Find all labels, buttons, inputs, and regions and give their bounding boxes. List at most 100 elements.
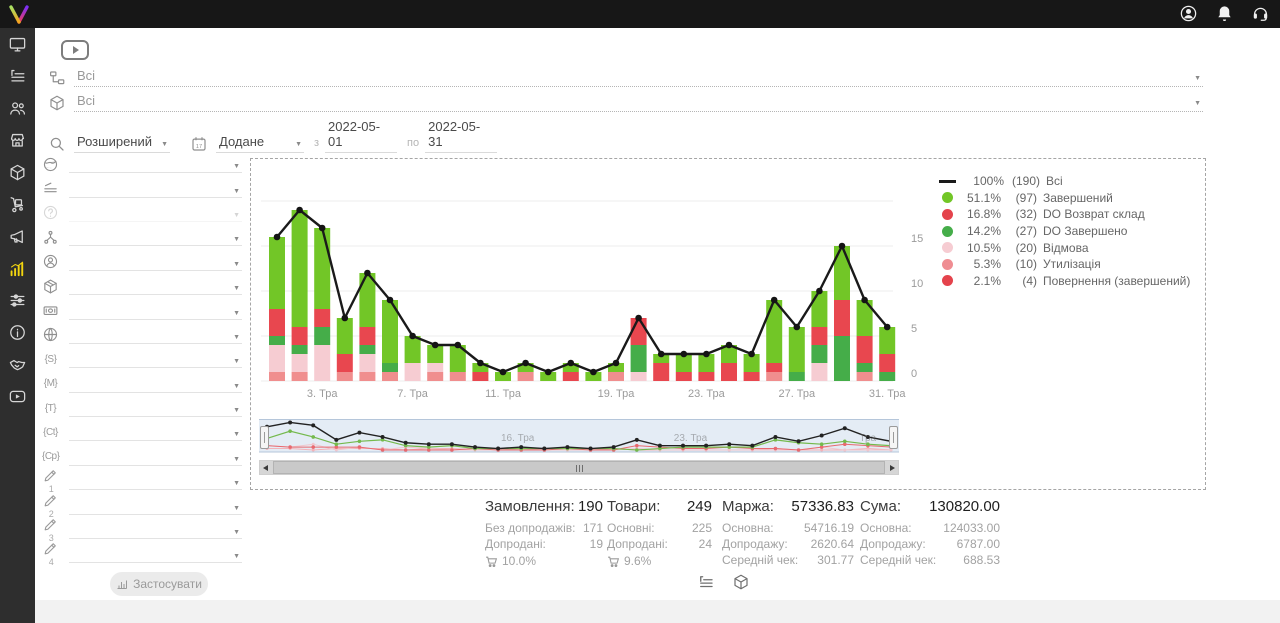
category-value: Всі	[77, 68, 96, 83]
sidebar-item-customers[interactable]	[0, 93, 35, 124]
legend-item[interactable]: 51.1% (97) Завершений	[939, 190, 1201, 207]
scroll-left-arrow-icon[interactable]	[260, 461, 273, 474]
y-axis-tick: 5	[911, 323, 918, 335]
apply-button[interactable]: Застосувати	[110, 572, 208, 596]
navigator-label: 16. Тра	[501, 433, 535, 444]
product-type-select[interactable]: ▼	[69, 277, 242, 296]
legend-item[interactable]: 10.5% (20) Відмова	[939, 239, 1201, 256]
utm-term-icon: {T}	[44, 402, 57, 414]
pencil-icon	[44, 543, 56, 555]
filter-row-custom-3: 3 ▼	[42, 516, 242, 544]
utm-medium-select[interactable]: ▼	[69, 375, 242, 393]
stat-title: Товари:	[607, 498, 661, 515]
products-view-toggle-icon[interactable]	[732, 573, 750, 591]
chevron-down-icon: ▼	[233, 480, 240, 488]
source-select[interactable]: ▼	[69, 155, 242, 174]
monitor-icon	[9, 37, 26, 52]
sidebar-item-info[interactable]	[0, 317, 35, 348]
site-select[interactable]: ▼	[69, 326, 242, 344]
chart-navigator[interactable]: 16. Тра 23. Тра Тра	[259, 419, 899, 459]
legend-label: Завершений	[1043, 190, 1113, 205]
package-icon	[50, 95, 64, 111]
chart-scrollbar[interactable]	[259, 460, 899, 475]
sidebar-item-analytics[interactable]	[0, 253, 35, 284]
product-select[interactable]: Всі ▼	[74, 91, 1203, 112]
scrollbar-thumb[interactable]	[273, 461, 885, 474]
filter-row-utm-term: {T} ▼	[42, 396, 242, 420]
layers-sort-icon	[44, 182, 57, 193]
sidebar-item-videos[interactable]	[0, 381, 35, 412]
upsell-percent: 10.0%	[502, 554, 537, 568]
topbar-account-button[interactable]	[1179, 4, 1198, 23]
date-to-value: 2022-05-31	[428, 119, 481, 149]
legend-count: (97)	[1015, 190, 1037, 205]
legend-count: (20)	[1015, 240, 1037, 255]
orders-view-toggle-icon[interactable]	[697, 573, 715, 591]
legend-item[interactable]: 100% (190) Всі	[939, 173, 1201, 190]
legend-percent: 100%	[973, 174, 1004, 189]
navigator-right-handle[interactable]	[889, 426, 898, 449]
navigator-label: Тра	[859, 433, 877, 444]
utm-medium-icon: {M}	[43, 378, 58, 390]
product-filter-row: Всі ▼	[48, 91, 1203, 112]
view-toggles	[697, 573, 750, 591]
category-select[interactable]: Всі ▼	[74, 66, 1203, 87]
filter-row-utm-content: {Ct} ▼	[42, 420, 242, 444]
legend-item[interactable]: 5.3% (10) Утилізація	[939, 256, 1201, 273]
brand-logo[interactable]	[6, 2, 32, 26]
date-from-input[interactable]: 2022-05-01	[325, 117, 398, 153]
legend-item[interactable]: 16.8% (32) DO Возврат склад	[939, 206, 1201, 223]
video-icon	[9, 390, 26, 403]
topbar-icons	[1179, 4, 1270, 23]
sidebar-item-orders[interactable]	[0, 61, 35, 92]
dot-swatch	[942, 258, 953, 270]
scroll-right-arrow-icon[interactable]	[885, 461, 898, 474]
hierarchy-icon	[44, 230, 57, 244]
search-mode-select[interactable]: Розширений ▼	[74, 132, 170, 153]
stat-orders: Замовлення: 190 Без допродажів: 171 Допрод…	[485, 498, 603, 568]
structure-select[interactable]: ▼	[69, 228, 242, 247]
chevron-down-icon: ▼	[233, 553, 240, 561]
payment-select[interactable]: ▼	[69, 302, 242, 320]
custom-1-select[interactable]: ▼	[69, 472, 242, 491]
date-field-select[interactable]: Додане ▼	[216, 132, 304, 153]
manager-select[interactable]: ▼	[69, 253, 242, 271]
dot-swatch	[942, 225, 953, 237]
sidebar-item-products[interactable]	[0, 157, 35, 188]
date-to-input[interactable]: 2022-05-31	[425, 117, 498, 153]
search-filter-row: Розширений ▼ 17 Додане ▼ з 2022-05-01 по…	[48, 117, 498, 153]
legend-item[interactable]: 2.1% (4) Повернення (завершений)	[939, 273, 1201, 290]
sidebar-item-automation[interactable]	[0, 285, 35, 316]
pencil-icon	[44, 519, 56, 531]
chevron-down-icon: ▼	[233, 455, 240, 463]
line-swatch	[939, 180, 956, 183]
custom-2-select[interactable]: ▼	[69, 497, 242, 515]
sidebar-item-dashboard[interactable]	[0, 29, 35, 60]
sidebar-item-supply[interactable]	[0, 189, 35, 220]
sidebar-item-marketing[interactable]	[0, 221, 35, 252]
tutorial-video-button[interactable]	[61, 40, 89, 60]
topbar-support-button[interactable]	[1251, 4, 1270, 23]
chevron-down-icon: ▼	[233, 407, 240, 415]
utm-campaign-select[interactable]: ▼	[69, 448, 242, 466]
sidebar-item-store[interactable]	[0, 125, 35, 156]
chevron-down-icon: ▼	[233, 431, 240, 439]
orders-chart[interactable]: 3. Тра 7. Тра 11. Тра 19. Тра 23. Тра 27. Тра…	[261, 169, 906, 401]
status-group-select[interactable]: ▼	[69, 180, 242, 198]
utm-content-select[interactable]: ▼	[69, 423, 242, 442]
utm-source-select[interactable]: ▼	[69, 350, 242, 369]
filter-row-payment: ▼	[42, 298, 242, 322]
navigator-left-handle[interactable]	[260, 426, 269, 449]
custom-4-select[interactable]: ▼	[69, 545, 242, 564]
chart-bars-icon	[10, 261, 24, 277]
pencil-icon: 3	[42, 516, 59, 544]
tree-structure-icon	[50, 71, 65, 85]
legend-item[interactable]: 14.2% (27) DO Завершено	[939, 223, 1201, 240]
custom-3-select[interactable]: ▼	[69, 521, 242, 540]
utm-term-select[interactable]: ▼	[69, 399, 242, 418]
topbar-notifications-button[interactable]	[1215, 4, 1234, 23]
y-axis-tick: 10	[911, 278, 924, 290]
box3d-icon	[44, 279, 57, 294]
sidebar-item-partners[interactable]	[0, 349, 35, 380]
filter-row-utm-source: {S} ▼	[42, 347, 242, 371]
